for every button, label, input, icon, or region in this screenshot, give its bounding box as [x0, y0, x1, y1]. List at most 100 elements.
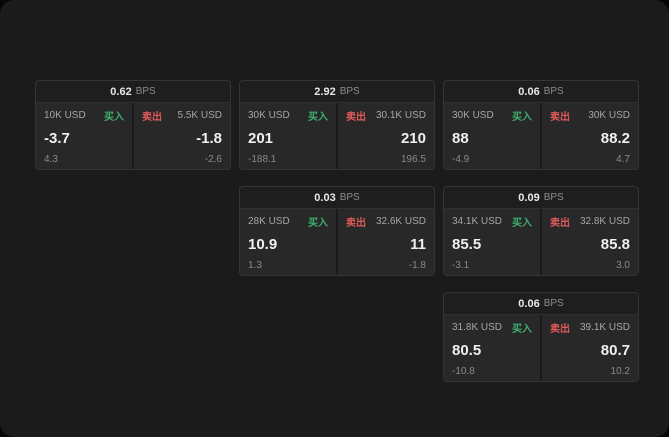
sell-amount: 5.5K USD — [177, 110, 222, 121]
spread-value: 0.09 — [518, 191, 540, 204]
buy-sub-value: 4.3 — [44, 154, 58, 165]
sell-amount: 39.1K USD — [579, 322, 630, 333]
spread-value: 0.06 — [518, 85, 540, 98]
buy-panel[interactable]: 30K USD 买入 201 -188.1 — [240, 103, 336, 169]
quote-body: 31.8K USD 买入 80.5 -10.8 卖出 39.1K USD 80.… — [444, 315, 638, 381]
buy-sub-value: -10.8 — [452, 366, 475, 377]
sell-label: 卖出 — [550, 324, 570, 335]
sell-amount: 32.8K USD — [579, 216, 630, 227]
sell-price: -1.8 — [196, 130, 222, 147]
buy-label: 买入 — [512, 112, 532, 123]
spread-unit: BPS — [339, 86, 360, 97]
buy-panel[interactable]: 30K USD 买入 88 -4.9 — [444, 103, 540, 169]
quote-body: 34.1K USD 买入 85.5 -3.1 卖出 32.8K USD 85.8… — [444, 209, 638, 275]
buy-amount: 34.1K USD — [452, 216, 503, 227]
sell-label: 卖出 — [346, 112, 366, 123]
sell-price: 85.8 — [600, 236, 630, 253]
sell-price: 88.2 — [600, 130, 630, 147]
spread-unit: BPS — [543, 86, 564, 97]
sell-sub-value: 4.7 — [616, 154, 630, 165]
buy-amount: 28K USD — [248, 216, 290, 227]
buy-label: 买入 — [104, 112, 124, 123]
buy-panel[interactable]: 31.8K USD 买入 80.5 -10.8 — [444, 315, 540, 381]
sell-top-row: 卖出 32.8K USD — [550, 214, 630, 229]
buy-top-row: 28K USD 买入 — [248, 214, 328, 229]
spread-unit: BPS — [543, 298, 564, 309]
buy-sub-value: -188.1 — [248, 154, 277, 165]
buy-top-row: 30K USD 买入 — [452, 108, 532, 123]
sell-panel[interactable]: 卖出 32.6K USD 11 -1.8 — [338, 209, 434, 275]
spread-value: 0.03 — [314, 191, 336, 204]
buy-amount: 31.8K USD — [452, 322, 503, 333]
sell-panel[interactable]: 卖出 39.1K USD 80.7 10.2 — [542, 315, 638, 381]
buy-panel[interactable]: 10K USD 买入 -3.7 4.3 — [36, 103, 132, 169]
buy-price: 201 — [248, 130, 274, 147]
sell-label: 卖出 — [142, 112, 162, 123]
quote-card: 0.62 BPS 10K USD 买入 -3.7 4.3 卖出 5.5K USD… — [35, 80, 231, 170]
sell-top-row: 卖出 39.1K USD — [550, 320, 630, 335]
buy-top-row: 10K USD 买入 — [44, 108, 124, 123]
sell-top-row: 卖出 30K USD — [550, 108, 630, 123]
buy-price: 85.5 — [452, 236, 482, 253]
buy-panel[interactable]: 34.1K USD 买入 85.5 -3.1 — [444, 209, 540, 275]
sell-amount: 30.1K USD — [375, 110, 426, 121]
buy-top-row: 34.1K USD 买入 — [452, 214, 532, 229]
buy-top-row: 30K USD 买入 — [248, 108, 328, 123]
quote-card: 2.92 BPS 30K USD 买入 201 -188.1 卖出 30.1K … — [239, 80, 435, 170]
sell-price: 80.7 — [600, 342, 630, 359]
sell-price: 11 — [410, 236, 426, 253]
buy-panel[interactable]: 28K USD 买入 10.9 1.3 — [240, 209, 336, 275]
buy-label: 买入 — [308, 218, 328, 229]
quote-card: 0.06 BPS 30K USD 买入 88 -4.9 卖出 30K USD 8… — [443, 80, 639, 170]
sell-label: 卖出 — [550, 112, 570, 123]
buy-price: 88 — [452, 130, 469, 147]
quote-card: 0.06 BPS 31.8K USD 买入 80.5 -10.8 卖出 39.1… — [443, 292, 639, 382]
sell-panel[interactable]: 卖出 32.8K USD 85.8 3.0 — [542, 209, 638, 275]
sell-sub-value: 3.0 — [616, 260, 630, 271]
sell-top-row: 卖出 5.5K USD — [142, 108, 222, 123]
sell-top-row: 卖出 32.6K USD — [346, 214, 426, 229]
buy-top-row: 31.8K USD 买入 — [452, 320, 532, 335]
buy-amount: 10K USD — [44, 110, 86, 121]
buy-sub-value: -4.9 — [452, 154, 470, 165]
spread-unit: BPS — [543, 192, 564, 203]
quote-card: 0.03 BPS 28K USD 买入 10.9 1.3 卖出 32.6K US… — [239, 186, 435, 276]
sell-panel[interactable]: 卖出 5.5K USD -1.8 -2.6 — [134, 103, 230, 169]
sell-panel[interactable]: 卖出 30K USD 88.2 4.7 — [542, 103, 638, 169]
buy-label: 买入 — [512, 324, 532, 335]
buy-label: 买入 — [512, 218, 532, 229]
buy-sub-value: -3.1 — [452, 260, 470, 271]
sell-label: 卖出 — [346, 218, 366, 229]
sell-sub-value: -1.8 — [408, 260, 426, 271]
spread-header: 2.92 BPS — [240, 81, 434, 103]
sell-top-row: 卖出 30.1K USD — [346, 108, 426, 123]
spread-unit: BPS — [135, 86, 156, 97]
spread-unit: BPS — [339, 192, 360, 203]
spread-value: 2.92 — [314, 85, 336, 98]
sell-sub-value: 196.5 — [400, 154, 426, 165]
sell-panel[interactable]: 卖出 30.1K USD 210 196.5 — [338, 103, 434, 169]
buy-price: -3.7 — [44, 130, 70, 147]
quote-body: 30K USD 买入 88 -4.9 卖出 30K USD 88.2 4.7 — [444, 103, 638, 169]
spread-header: 0.06 BPS — [444, 293, 638, 315]
spread-header: 0.03 BPS — [240, 187, 434, 209]
buy-price: 80.5 — [452, 342, 482, 359]
quote-body: 10K USD 买入 -3.7 4.3 卖出 5.5K USD -1.8 -2.… — [36, 103, 230, 169]
spread-header: 0.09 BPS — [444, 187, 638, 209]
spread-value: 0.06 — [518, 297, 540, 310]
buy-amount: 30K USD — [248, 110, 290, 121]
spread-header: 0.06 BPS — [444, 81, 638, 103]
quote-body: 30K USD 买入 201 -188.1 卖出 30.1K USD 210 1… — [240, 103, 434, 169]
buy-label: 买入 — [308, 112, 328, 123]
sell-price: 210 — [400, 130, 426, 147]
buy-sub-value: 1.3 — [248, 260, 262, 271]
sell-sub-value: -2.6 — [204, 154, 222, 165]
buy-price: 10.9 — [248, 236, 278, 253]
sell-label: 卖出 — [550, 218, 570, 229]
sell-sub-value: 10.2 — [610, 366, 630, 377]
spread-header: 0.62 BPS — [36, 81, 230, 103]
quote-body: 28K USD 买入 10.9 1.3 卖出 32.6K USD 11 -1.8 — [240, 209, 434, 275]
buy-amount: 30K USD — [452, 110, 494, 121]
quote-card: 0.09 BPS 34.1K USD 买入 85.5 -3.1 卖出 32.8K… — [443, 186, 639, 276]
